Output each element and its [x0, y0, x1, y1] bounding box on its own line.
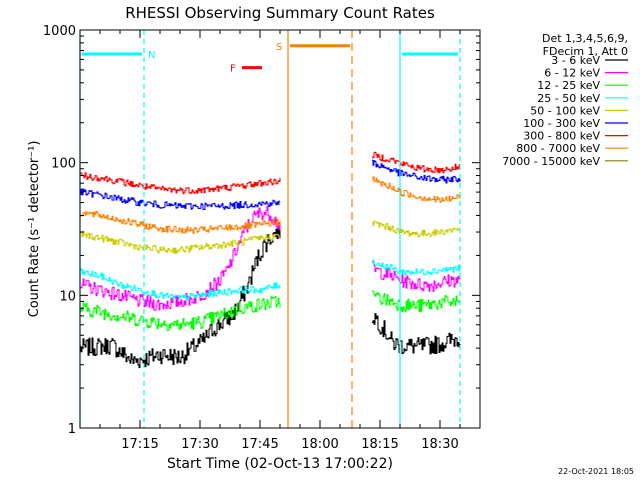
legend-entry-label: 3 - 6 keV — [551, 54, 600, 67]
legend-header-line: Det 1,3,4,5,6,9, — [542, 32, 628, 45]
y-tick-label: 1000 — [43, 24, 76, 39]
series-line-800_7000keV — [372, 176, 461, 203]
series-line-3_6keV — [372, 313, 461, 355]
x-tick-label: 17:15 — [121, 437, 158, 452]
series-line-50_100keV — [80, 230, 280, 254]
legend-entry-label: 25 - 50 keV — [537, 92, 600, 105]
chart-title: RHESSI Observing Summary Count Rates — [125, 4, 435, 22]
x-tick-label: 17:30 — [181, 437, 218, 452]
series-line-100_300keV — [80, 188, 281, 210]
legend-entry-label: 50 - 100 keV — [530, 104, 600, 117]
y-tick-label: 10 — [59, 289, 76, 304]
x-tick-label: 18:00 — [301, 437, 338, 452]
series-line-6_12keV — [80, 206, 281, 311]
series-line-25_50keV — [80, 268, 281, 301]
series-line-50_100keV — [372, 220, 460, 238]
legend-entry-label: 6 - 12 keV — [544, 67, 600, 80]
legend-entry-label: 100 - 300 keV — [523, 117, 600, 130]
series-line-300_800keV — [372, 151, 461, 174]
data-layer — [80, 151, 461, 369]
flag-label-F: F — [230, 64, 236, 75]
x-tick-label: 17:45 — [241, 437, 278, 452]
legend-entry-label: 7000 - 15000 keV — [502, 155, 600, 168]
legend-entry-label: 12 - 25 keV — [537, 79, 600, 92]
y-tick-label: 1 — [68, 422, 76, 437]
y-tick-label: 100 — [51, 157, 76, 172]
axes-layer: 1 10 100 1000 17:15 17:30 17:45 18:00 18:15 18:30 — [43, 24, 481, 452]
footer-timestamp: 22-Oct-2021 18:05 — [558, 467, 634, 476]
series-line-800_7000keV — [80, 210, 281, 234]
legend: Det 1,3,4,5,6,9,FDecim 1, Att 03 - 6 keV… — [502, 32, 628, 168]
series-line-6_12keV — [372, 261, 461, 292]
x-tick-label: 18:15 — [361, 437, 398, 452]
flag-label-S: S — [276, 42, 282, 53]
flag-label-N: N — [148, 50, 155, 61]
series-line-12_25keV — [80, 296, 281, 331]
series-line-100_300keV — [372, 159, 461, 184]
legend-header-line: FDecim 1, Att 0 — [543, 45, 628, 58]
series-line-3_6keV — [80, 221, 281, 369]
series-line-12_25keV — [372, 290, 461, 313]
x-axis-label: Start Time (02-Oct-13 17:00:22) — [167, 456, 393, 472]
y-axis-label: Count Rate (s⁻¹ detector⁻¹) — [27, 141, 42, 318]
legend-entry-label: 800 - 7000 keV — [516, 142, 600, 155]
legend-entry-label: 300 - 800 keV — [523, 130, 600, 143]
series-line-300_800keV — [80, 172, 281, 195]
x-tick-label: 18:30 — [421, 437, 458, 452]
series-line-25_50keV — [372, 259, 461, 276]
